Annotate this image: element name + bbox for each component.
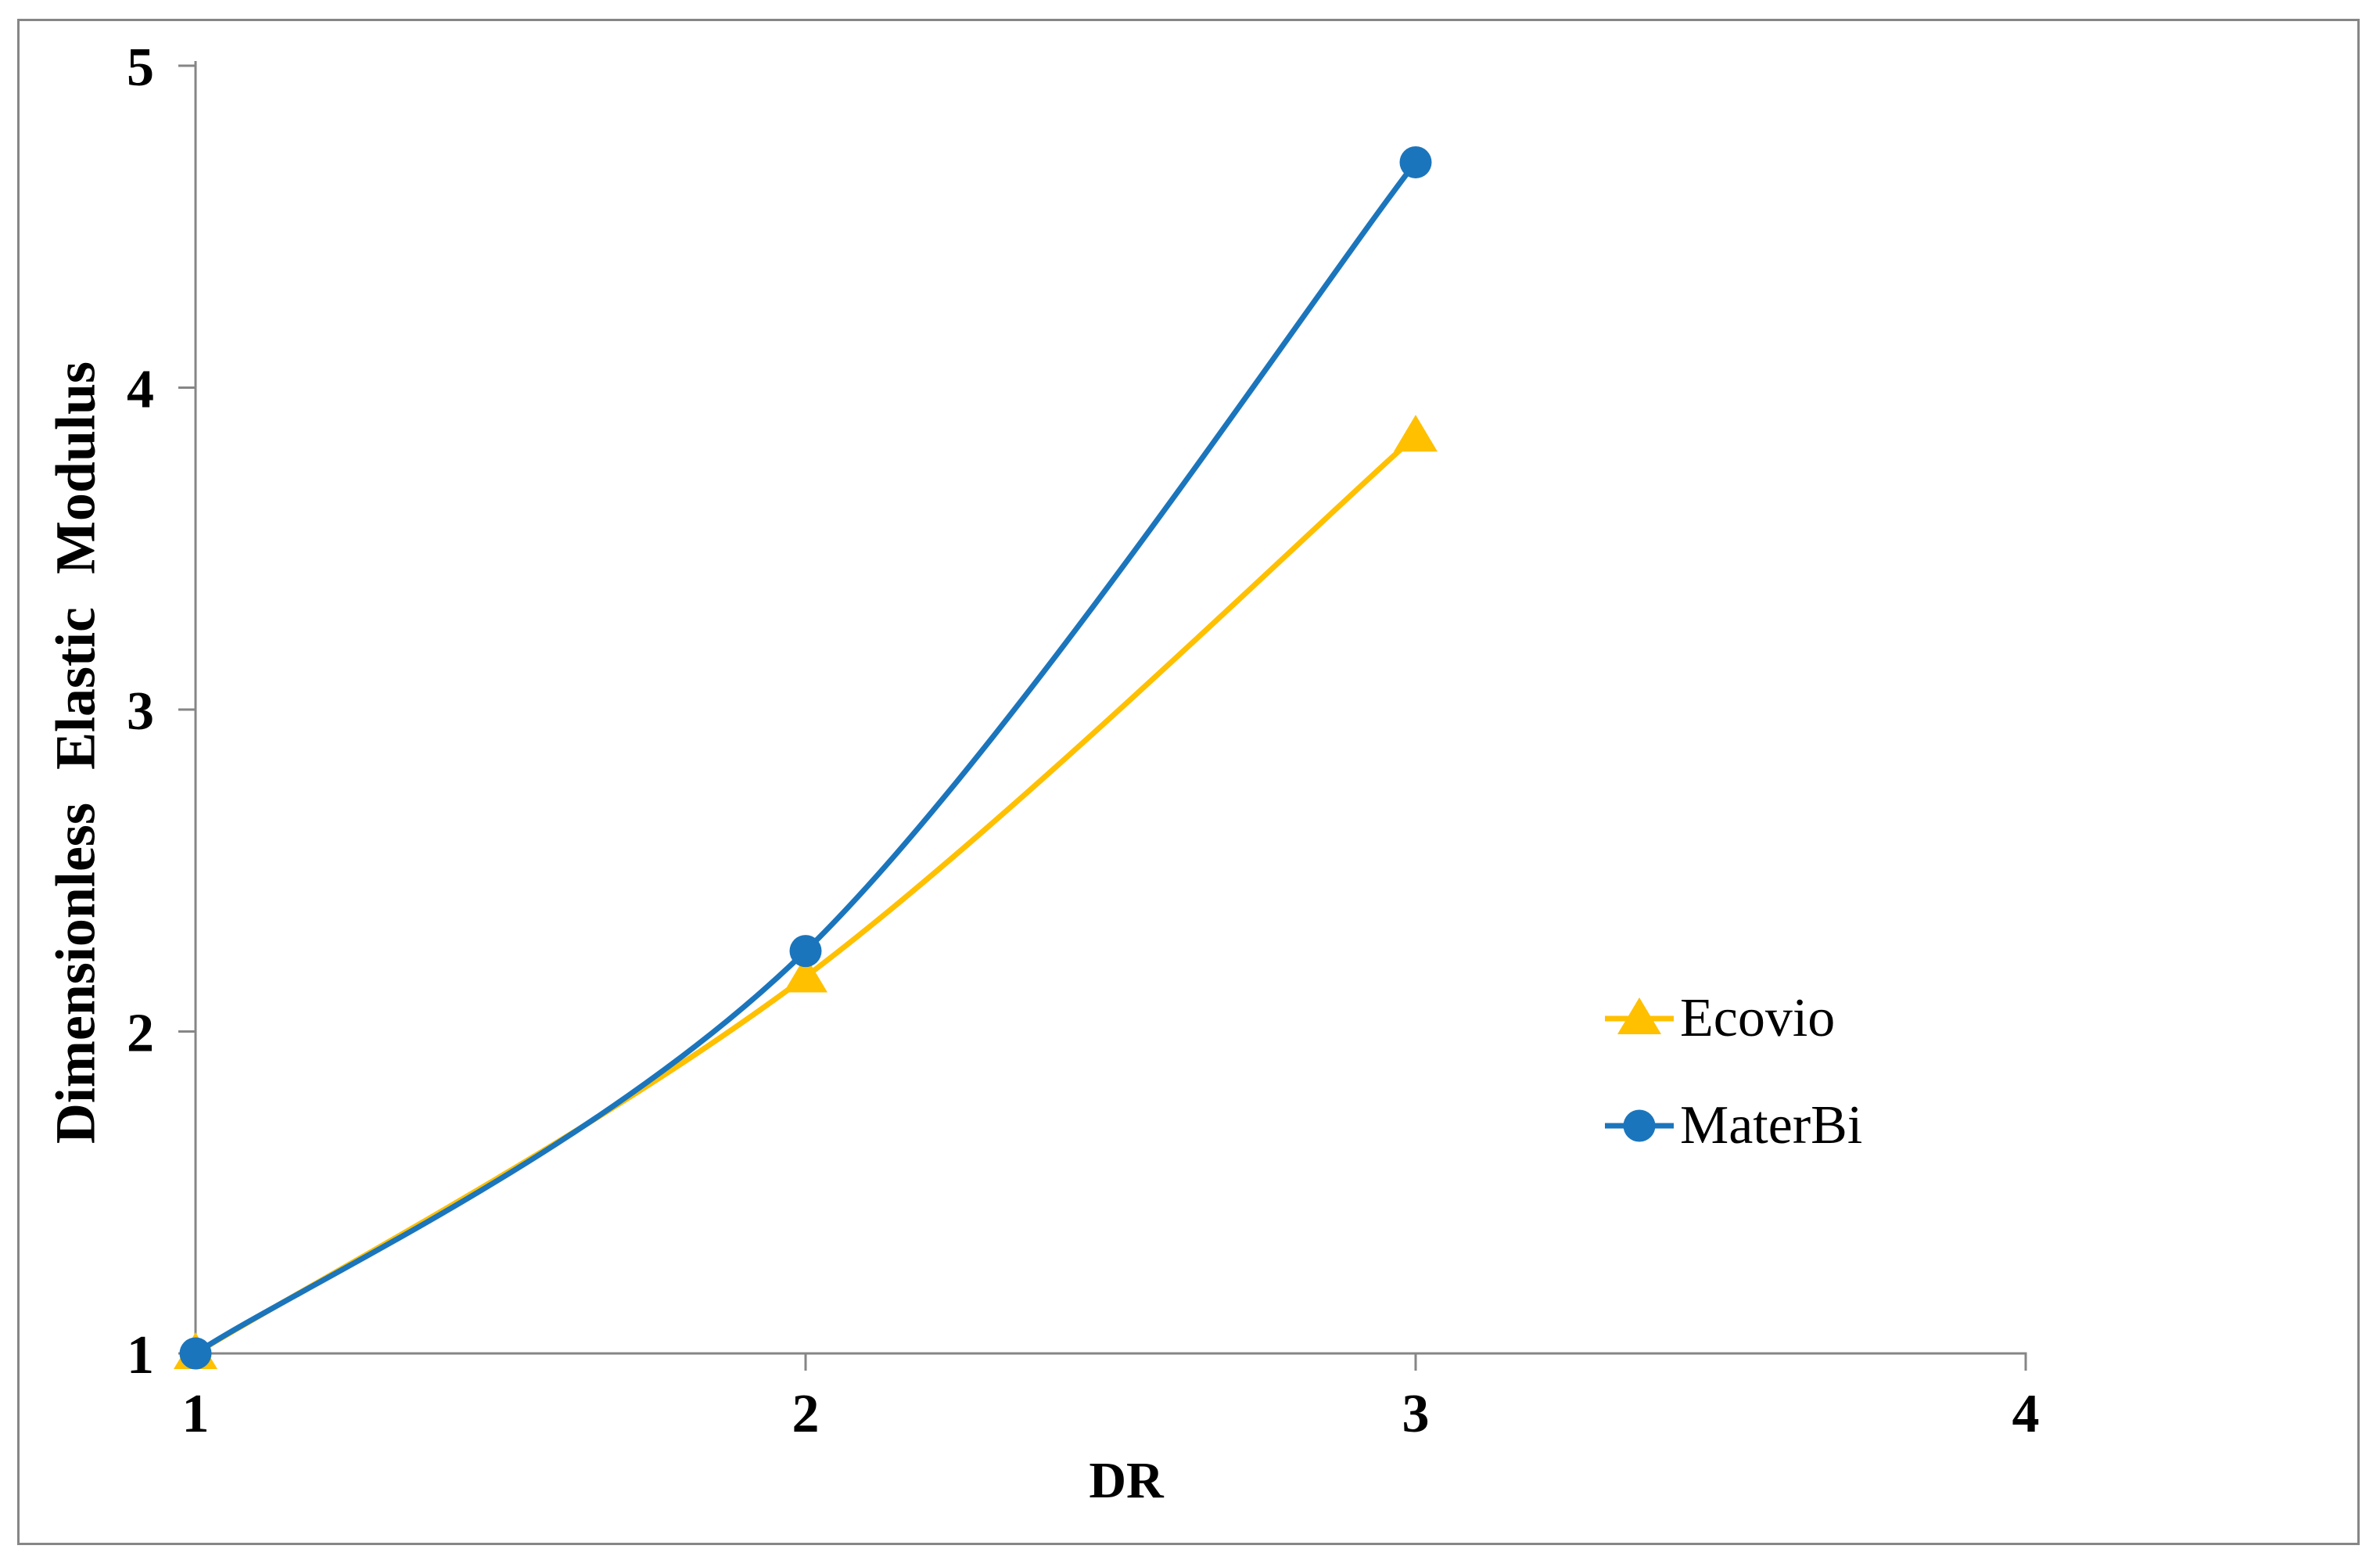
y-tick-label: 5 [127,38,154,98]
series-line-materbi [192,159,1419,1357]
legend-label-materbi: MaterBi [1680,1095,1863,1155]
circle-data-point-marker [1399,146,1432,178]
circle-data-point-marker [179,1337,212,1370]
y-tick-label: 1 [127,1325,154,1386]
series-ecovio [174,415,1438,1369]
circle-data-point-marker [789,935,822,968]
x-tick-label: 4 [2012,1384,2040,1444]
legend-item-materbi: MaterBi [1605,1083,1862,1169]
triangle-data-point-marker [784,955,827,993]
x-tick-label: 2 [792,1384,820,1444]
legend-label-ecovio: Ecovio [1680,988,1836,1048]
triangle-data-point-marker [1394,415,1438,452]
ecovio-triangle-marker-icon [1605,997,1674,1034]
x-tick-label: 1 [182,1384,210,1444]
legend-item-ecovio: Ecovio [1605,976,1835,1062]
legend-marker-materbi [1623,1109,1656,1142]
series-line-ecovio [192,433,1419,1357]
legend-marker-ecovio [1617,997,1661,1034]
y-tick-label: 3 [127,681,154,742]
y-axis-title: Dimensionless Elastic Modulus [44,361,107,1145]
x-axis-title: DR [1089,1452,1164,1509]
y-tick-label: 2 [127,1004,154,1064]
x-tick-label: 3 [1402,1384,1430,1444]
y-tick-label: 4 [127,360,154,420]
materbi-circle-marker-icon [1605,1109,1674,1142]
series-materbi [179,146,1432,1370]
